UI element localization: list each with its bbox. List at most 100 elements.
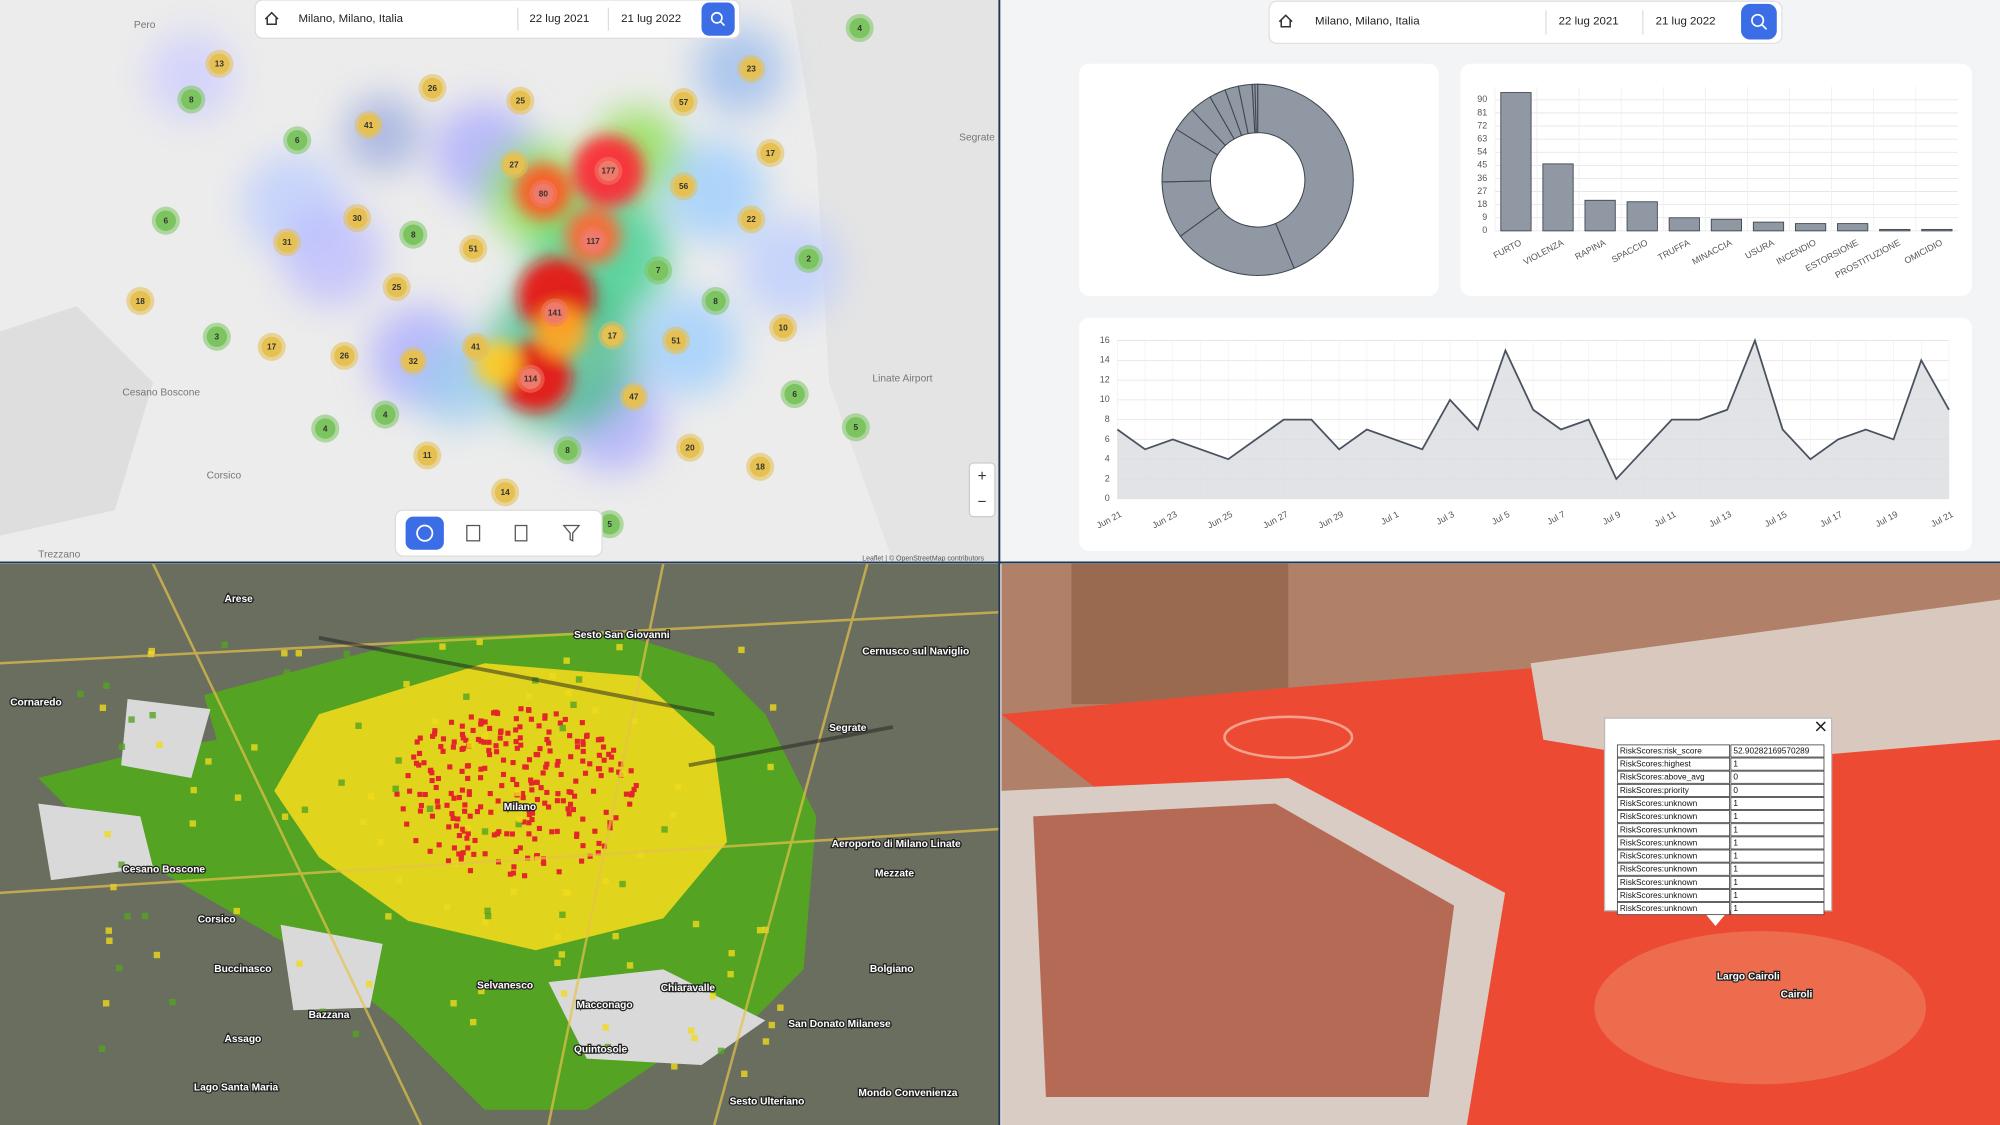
cluster-core: [403, 350, 424, 372]
risk-cell: [474, 809, 480, 815]
search-button[interactable]: [1741, 3, 1777, 40]
cluster-core: [465, 336, 486, 358]
map-toolbar: [394, 509, 603, 557]
risk-cell: [525, 692, 533, 700]
cluster-core: [503, 154, 525, 175]
location[interactable]: Milano, Milano, Italia: [1315, 16, 1420, 28]
home-icon[interactable]: [264, 11, 279, 25]
y-tick-label: 63: [1477, 134, 1487, 144]
risk-cell: [767, 763, 774, 771]
risk-cell: [688, 1027, 695, 1034]
cluster-count: 141: [548, 307, 562, 317]
date-from[interactable]: 22 lug 2021: [529, 13, 589, 25]
risk-cell: [516, 816, 523, 823]
bar: [1668, 217, 1700, 232]
roads: [0, 563, 999, 1125]
risk-cell: [445, 858, 452, 864]
cluster-core: [665, 330, 687, 351]
risk-cell: [463, 693, 470, 700]
search-bar[interactable]: [1268, 0, 1783, 45]
cluster-count: 23: [747, 64, 757, 74]
risk-cell: [459, 787, 465, 793]
risk-cell: [233, 907, 240, 915]
place-label: Assago: [224, 1034, 261, 1045]
y-tick-label: 10: [1100, 394, 1110, 404]
risk-cell: [580, 816, 586, 822]
risk-cell: [221, 827, 228, 834]
cluster-core: [533, 183, 554, 205]
date-from[interactable]: 22 lug 2021: [1559, 16, 1619, 28]
y-tick-label: 27: [1477, 186, 1487, 196]
risk-cell: [279, 827, 286, 834]
cluster-count: 51: [671, 335, 681, 345]
date-to[interactable]: 21 lug 2022: [621, 13, 681, 25]
risk-cell: [494, 749, 500, 755]
popup-cell: [1730, 770, 1825, 784]
risk-cell: [510, 870, 516, 876]
risk-cell: [450, 1000, 457, 1007]
risk-cell: [521, 819, 527, 825]
popup-value: 1: [1733, 759, 1738, 769]
search-bar[interactable]: [254, 0, 741, 39]
bar: [1710, 218, 1743, 232]
risk-cell: [514, 789, 522, 797]
cluster-count: 26: [340, 351, 350, 361]
risk-cell: [189, 820, 196, 827]
risk-cell: [360, 818, 367, 826]
risk-cell: [553, 711, 559, 717]
risk-cell: [517, 724, 523, 730]
location[interactable]: Milano, Milano, Italia: [298, 13, 403, 25]
risk-cell: [500, 757, 507, 763]
risk-cell: [547, 748, 553, 754]
zoom-out[interactable]: −: [978, 494, 987, 511]
filter-button[interactable]: [562, 524, 581, 542]
risk-cell: [465, 830, 471, 837]
cluster-core: [598, 160, 619, 182]
zoom-in[interactable]: +: [978, 468, 987, 485]
risk-cell: [562, 716, 568, 723]
y-tick-label: 9: [1482, 212, 1487, 222]
risk-cell: [608, 767, 614, 773]
place-label: Chiaravalle: [661, 983, 716, 994]
popup-close[interactable]: [1815, 721, 1826, 732]
risk-cell: [169, 998, 176, 1006]
risk-cell: [484, 907, 491, 915]
risk-cell: [627, 801, 633, 807]
bar-card: [1460, 63, 1972, 296]
risk-cell: [511, 864, 517, 870]
risk-cell: [544, 736, 550, 743]
risk-cell: [596, 766, 603, 772]
y-tick-label: 72: [1477, 120, 1487, 130]
report-button[interactable]: [514, 524, 528, 542]
risk-cell: [451, 739, 457, 745]
risk-cell: [633, 782, 639, 789]
risk-cell: [542, 715, 548, 721]
risk-cell: [407, 788, 413, 794]
risk-cell: [434, 798, 440, 804]
y-tick-label: 36: [1477, 173, 1487, 183]
cluster-core: [582, 230, 604, 252]
search-button[interactable]: [701, 2, 735, 36]
risk-cell: [526, 807, 532, 813]
y-tick-label: 8: [1105, 414, 1110, 424]
map-mode-button[interactable]: [405, 516, 444, 550]
risk-cell: [596, 840, 602, 846]
risk-cell: [738, 646, 745, 654]
pie-slice: [1254, 83, 1259, 134]
popup-cell: [1616, 889, 1730, 902]
cluster-count: 5: [854, 422, 859, 432]
risk-cell: [422, 791, 428, 798]
risk-cell: [522, 873, 528, 879]
risk-cell: [367, 793, 375, 800]
cluster-count: 41: [364, 120, 374, 130]
grid-button[interactable]: [466, 524, 481, 542]
risk-cell: [221, 641, 228, 649]
place-label: Quintosole: [574, 1044, 628, 1055]
home-icon[interactable]: [1278, 14, 1293, 28]
cluster-count: 30: [353, 213, 363, 223]
cluster-core: [206, 326, 228, 347]
date-to[interactable]: 21 lug 2022: [1656, 16, 1716, 28]
risk-cell: [528, 780, 535, 786]
risk-cell: [413, 838, 419, 844]
risk-cell: [529, 787, 535, 793]
